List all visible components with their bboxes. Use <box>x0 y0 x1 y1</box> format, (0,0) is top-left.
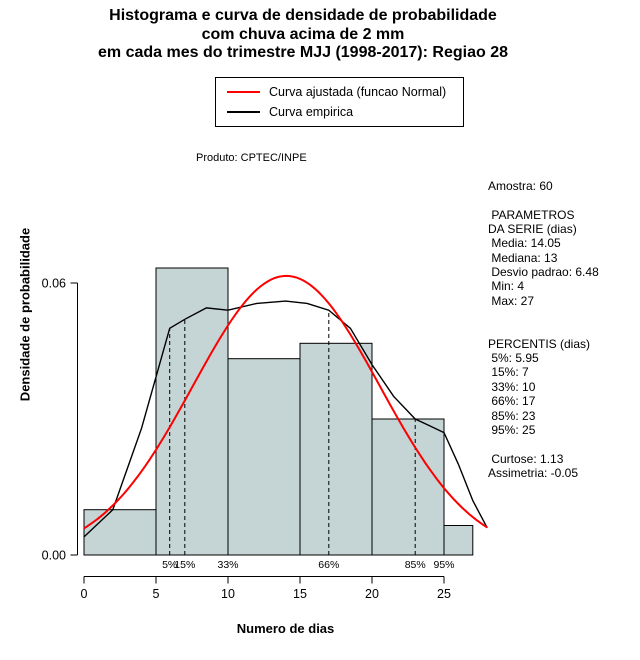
fitted-curve-line-icon <box>227 91 260 93</box>
histogram-bar <box>443 525 474 556</box>
percentile-label-66%: 66% <box>318 559 339 571</box>
stats-line: 85%: 23 <box>488 408 536 423</box>
x-axis-tick-label: 10 <box>221 587 235 601</box>
stats-spacer <box>488 322 640 336</box>
chart-title-line-2: com chuva acima de 2 mm <box>201 25 405 43</box>
x-axis-tick-label: 15 <box>293 587 307 601</box>
x-axis-label: Numero de dias <box>236 621 335 636</box>
x-axis-tick-label: 20 <box>365 587 379 601</box>
stats-line: Media: 14.05 <box>488 236 561 251</box>
y-axis-label: Densidade de probabilidade <box>17 227 33 402</box>
legend-item-fitted: Curva ajustada (funcao Normal) <box>227 82 463 102</box>
x-axis-tick-label: 5 <box>153 587 160 601</box>
x-axis-tick-label: 25 <box>437 587 451 601</box>
percentile-label-5%: 5% <box>162 559 177 571</box>
stats-spacer <box>488 437 640 451</box>
stats-line: Amostra: 60 <box>488 179 553 193</box>
fitted-normal-curve <box>83 274 488 530</box>
empirical-curve-line-icon <box>227 111 260 113</box>
histogram-bar <box>155 267 229 556</box>
stats-line: Min: 4 <box>488 279 525 294</box>
percentile-label-33%: 33% <box>217 559 238 571</box>
histogram-bar <box>299 342 373 556</box>
legend-label-fitted: Curva ajustada (funcao Normal) <box>269 85 447 99</box>
stats-panel: Amostra: 60 PARAMETROS DA SERIE (dias) Me… <box>488 179 640 480</box>
stats-line: 15%: 7 <box>488 365 529 380</box>
x-axis-tick-label: 0 <box>81 587 88 601</box>
stats-line: 95%: 25 <box>488 422 536 437</box>
legend-label-empirical: Curva empirica <box>269 105 354 119</box>
stats-line: 33%: 10 <box>488 379 536 394</box>
stats-line: Max: 27 <box>488 293 535 308</box>
legend-box: Curva ajustada (funcao Normal) Curva emp… <box>215 77 464 127</box>
chart-title-line-1: Histograma e curva de densidade de proba… <box>109 7 497 24</box>
chart-title-line-3: em cada mes do trimestre MJJ (1998-2017)… <box>98 44 508 61</box>
stats-line: Desvio padrao: 6.48 <box>488 265 599 280</box>
stats-line: 5%: 5.95 <box>488 351 539 366</box>
empirical-density-curve <box>83 300 488 538</box>
stats-line: PERCENTIS (dias) <box>488 336 591 351</box>
percentile-label-15%: 15% <box>174 559 195 571</box>
stats-line: Mediana: 13 <box>488 250 558 265</box>
stats-line: Curtose: 1.13 <box>488 451 564 466</box>
y-axis-tick-label: 0.00 <box>42 549 66 563</box>
stats-line: Assimetria: -0.05 <box>488 465 579 480</box>
histogram-bar <box>371 418 445 556</box>
histogram-bar <box>227 358 301 556</box>
percentile-label-95%: 95% <box>433 559 454 571</box>
stats-spacer <box>488 193 640 207</box>
chart-title: Histograma e curva de densidade de proba… <box>0 7 606 63</box>
y-axis-tick-label: 0.06 <box>42 277 66 291</box>
legend-item-empirical: Curva empirica <box>227 102 463 122</box>
stats-line: PARAMETROS <box>488 207 575 222</box>
percentile-label-85%: 85% <box>405 559 426 571</box>
stats-line: 66%: 17 <box>488 394 536 409</box>
histogram-bar <box>83 509 157 556</box>
stats-line: DA SERIE (dias) <box>488 222 577 237</box>
stats-spacer <box>488 308 640 322</box>
product-annotation: Produto: CPTEC/INPE <box>196 152 307 164</box>
